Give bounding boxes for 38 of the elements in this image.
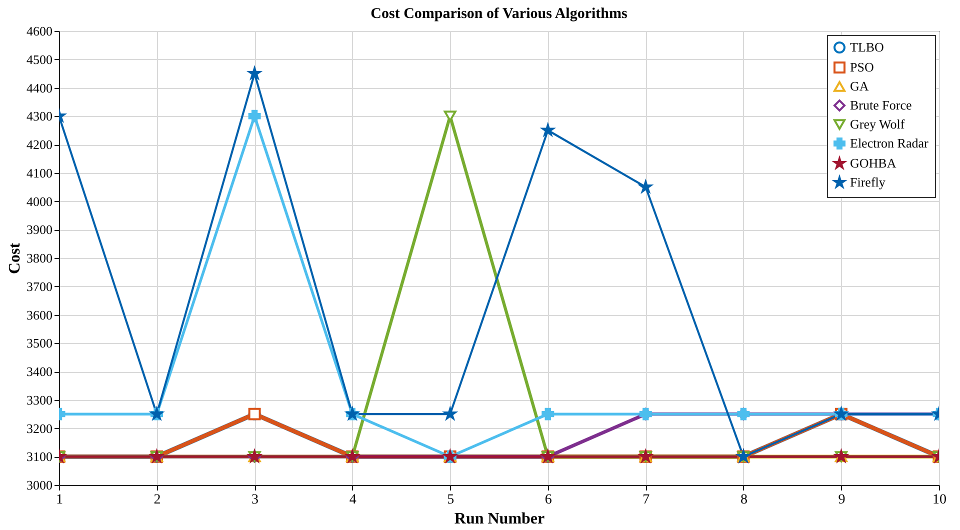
y-tick-label: 3200: [26, 420, 52, 436]
y-tick-label: 4400: [26, 80, 52, 96]
legend-label: GOHBA: [850, 156, 897, 170]
legend-label: TLBO: [850, 40, 884, 54]
x-axis-title: Run Number: [454, 510, 545, 528]
x-tick-label: 8: [740, 492, 748, 508]
y-tick-label: 3700: [26, 278, 52, 294]
y-tick-label: 4600: [26, 24, 52, 38]
x-tick-label: 7: [642, 492, 650, 508]
legend-label: Brute Force: [850, 98, 912, 112]
y-tick-label: 3400: [26, 364, 52, 379]
legend-label: Firefly: [850, 174, 886, 190]
y-tick-label: 3800: [26, 250, 52, 266]
y-tick-label: 3500: [26, 336, 52, 351]
x-tick-label: 5: [447, 492, 454, 508]
y-tick-label: 3100: [26, 449, 52, 464]
y-tick-label: 3900: [26, 222, 52, 238]
x-tick-label: 4: [349, 492, 356, 508]
chart-title: Cost Comparison of Various Algorithms: [370, 6, 628, 22]
x-tick-label: 9: [838, 492, 846, 508]
y-tick-label: 3300: [26, 392, 52, 408]
y-tick-label: 3000: [26, 478, 52, 492]
y-tick-label: 3600: [26, 307, 52, 322]
x-tick-label: 3: [252, 492, 259, 508]
y-tick-label: 4300: [26, 108, 52, 124]
legend-label: PSO: [850, 60, 874, 74]
y-tick-label: 4100: [26, 165, 52, 180]
y-axis-title: Cost: [6, 242, 24, 274]
y-tick-label: 4500: [26, 52, 52, 67]
legend-label: GA: [850, 78, 870, 94]
x-tick-label: 2: [154, 492, 161, 508]
x-tick-label: 10: [932, 492, 946, 508]
legend-label: Electron Radar: [850, 136, 929, 150]
x-tick-label: 6: [544, 492, 552, 508]
y-tick-label: 4000: [26, 194, 52, 209]
legend-label: Grey Wolf: [850, 116, 906, 132]
x-tick-label: 1: [56, 492, 63, 508]
y-tick-label: 4200: [26, 137, 52, 152]
